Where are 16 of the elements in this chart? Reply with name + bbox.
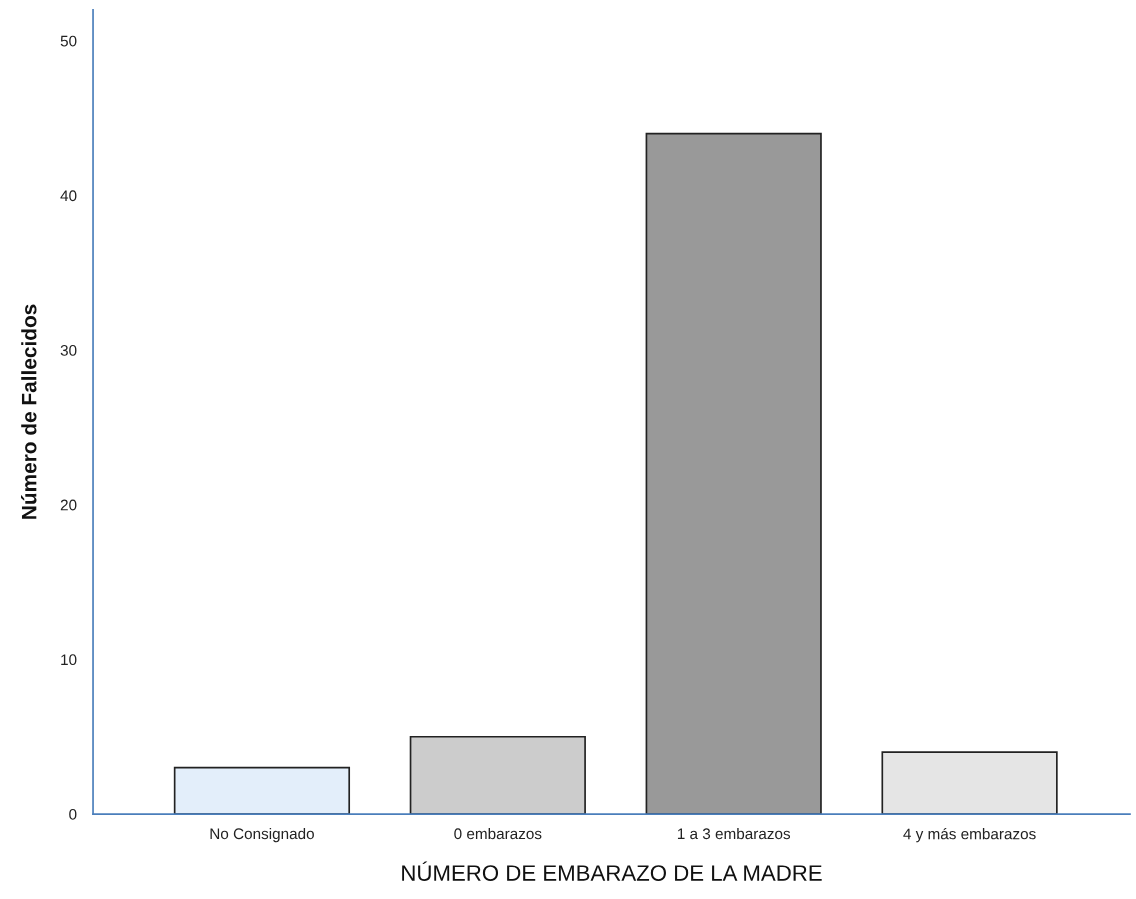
y-tick-label: 30 (60, 344, 77, 356)
x-tick-label: 0 embarazos (454, 827, 542, 840)
x-tick-label: 1 a 3 embarazos (677, 827, 791, 840)
x-tick-label: No Consignado (210, 827, 314, 843)
x-tick-label: 4 y más embarazos (903, 827, 1036, 843)
x-axis-title: NÚMERO DE EMBARAZO DE LA MADRE (402, 861, 822, 881)
y-tick-label: 20 (60, 499, 77, 511)
y-axis-title: Número de Fallecidos (21, 304, 37, 519)
y-tick-label: 10 (61, 654, 77, 666)
bar (409, 735, 586, 815)
y-tick-label: 40 (60, 190, 77, 202)
bar (173, 766, 351, 815)
y-tick-label: 50 (60, 35, 77, 47)
bar (645, 132, 822, 815)
bar (881, 751, 1058, 815)
y-tick-label: 0 (69, 808, 77, 820)
